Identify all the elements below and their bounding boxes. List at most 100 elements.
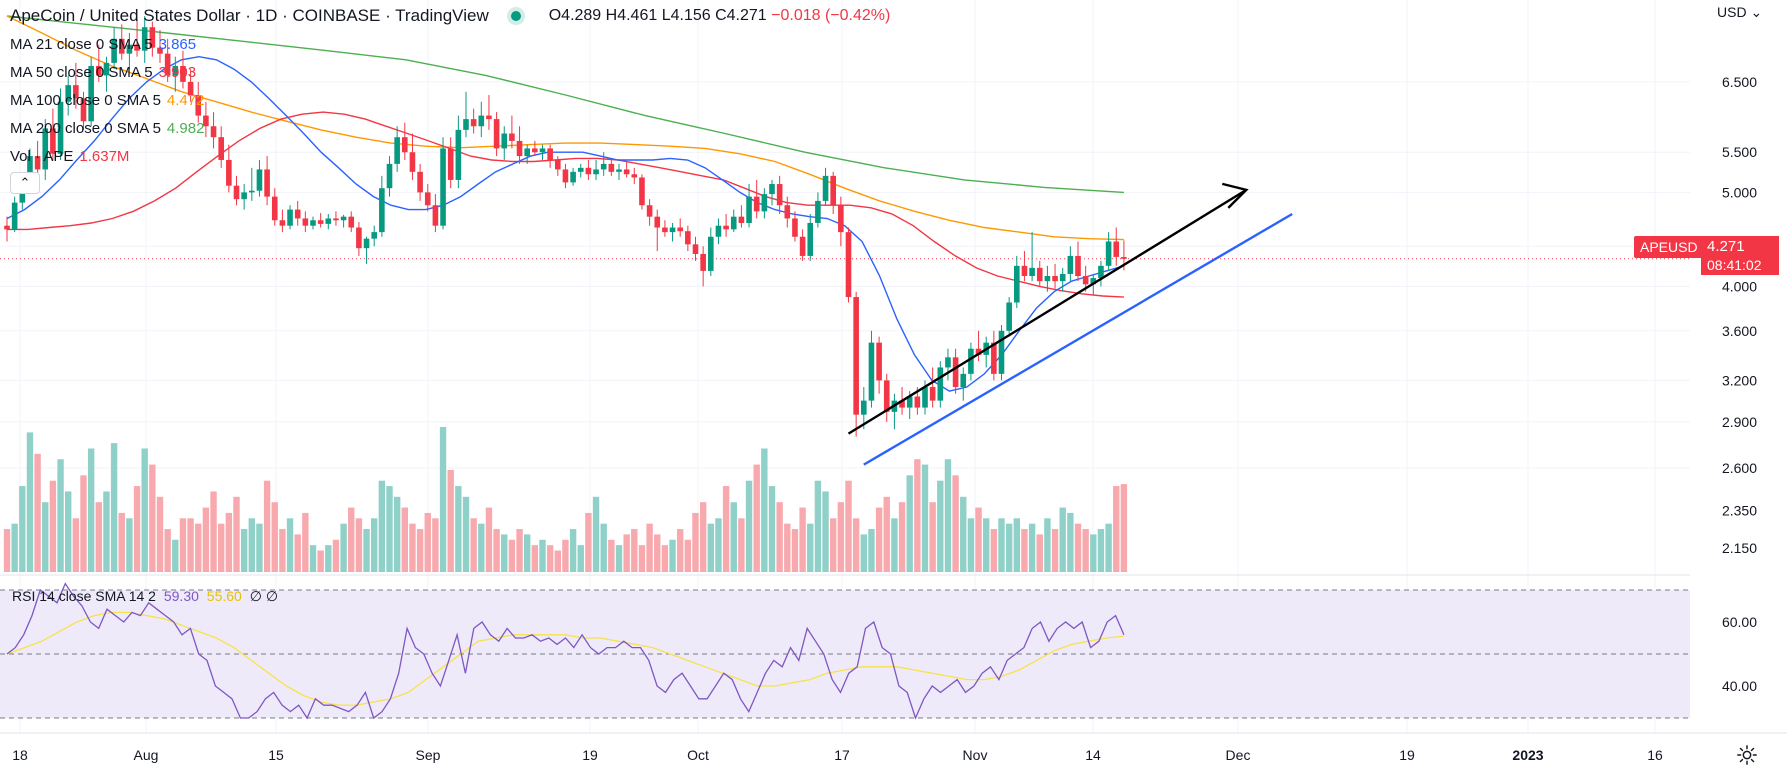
candle-body bbox=[386, 163, 393, 189]
rsi-pane bbox=[0, 574, 1690, 720]
volume-bar bbox=[585, 512, 592, 572]
ticker-tag: APEUSD bbox=[1634, 236, 1704, 258]
volume-bar bbox=[592, 496, 600, 572]
candle-body bbox=[88, 65, 94, 122]
bar-countdown: 08:41:02 bbox=[1701, 255, 1779, 275]
candle-body bbox=[753, 196, 760, 212]
ma50-line bbox=[7, 111, 1124, 298]
price-tick-label: 2.150 bbox=[1722, 540, 1757, 556]
candle-body bbox=[249, 190, 255, 193]
volume-bar bbox=[845, 480, 852, 572]
volume-bar bbox=[891, 518, 898, 572]
candlesticks bbox=[4, 16, 1127, 437]
rsi-legend[interactable]: RSI 14 close SMA 14 2 59.30 55.60 ∅ ∅ bbox=[12, 588, 278, 605]
rsi-extra: ∅ ∅ bbox=[249, 588, 279, 604]
candle-body bbox=[1036, 267, 1043, 282]
price-tick-label: 3.600 bbox=[1722, 323, 1757, 339]
indicator-ma50[interactable]: MA 50 close 0 SMA 5 3.903 bbox=[10, 64, 890, 82]
last-price-label: 4.271 bbox=[1701, 236, 1779, 257]
volume-bar bbox=[401, 507, 408, 572]
candle-body bbox=[218, 137, 224, 160]
volume-bar bbox=[875, 507, 883, 572]
currency-label: USD bbox=[1717, 4, 1747, 20]
volume-bar bbox=[753, 464, 760, 572]
candle-body bbox=[42, 128, 49, 170]
collapse-legend-button[interactable]: ⌃ bbox=[10, 172, 40, 194]
volume-bar bbox=[3, 529, 11, 572]
candle-body bbox=[1075, 255, 1081, 276]
currency-selector[interactable]: USD ⌄ bbox=[1717, 4, 1762, 21]
candle-body bbox=[562, 169, 569, 183]
volume-bar bbox=[455, 486, 462, 572]
volume-bar bbox=[1113, 486, 1120, 572]
candle-body bbox=[746, 196, 752, 223]
volume-bar bbox=[164, 529, 171, 572]
candle-body bbox=[333, 218, 339, 221]
volume-bar bbox=[944, 459, 952, 572]
candle-body bbox=[486, 115, 492, 120]
candle-body bbox=[302, 218, 309, 226]
symbol-title[interactable]: ApeCoin / United States Dollar · 1D · CO… bbox=[10, 6, 489, 25]
candle-body bbox=[868, 342, 875, 401]
volume-bar bbox=[554, 550, 561, 572]
candle-body bbox=[233, 185, 240, 200]
volume-bar bbox=[325, 545, 332, 572]
candle-body bbox=[509, 133, 515, 141]
indicator-label: Vol · APE bbox=[10, 148, 74, 165]
price-tick-label: 2.350 bbox=[1722, 502, 1757, 518]
volume-bar bbox=[202, 507, 210, 572]
candle-body bbox=[264, 169, 270, 197]
candle-body bbox=[118, 38, 125, 54]
candle-body bbox=[19, 188, 26, 203]
trendlines[interactable] bbox=[847, 182, 1293, 466]
volume-bars bbox=[3, 427, 1128, 572]
candle-body bbox=[799, 236, 806, 256]
volume-bar bbox=[516, 529, 523, 572]
volume-bar bbox=[1059, 507, 1066, 572]
indicator-ma100[interactable]: MA 100 close 0 SMA 5 4.472 bbox=[10, 92, 890, 110]
volume-bar bbox=[615, 545, 623, 572]
volume-bar bbox=[1090, 534, 1097, 572]
volume-bar bbox=[26, 432, 34, 572]
volume-bar bbox=[960, 496, 967, 572]
rsi-value: 59.30 bbox=[163, 588, 199, 604]
time-tick-label: 15 bbox=[268, 747, 284, 763]
symbol-header[interactable]: ApeCoin / United States Dollar · 1D · CO… bbox=[10, 6, 890, 26]
volume-bar bbox=[409, 523, 416, 572]
volume-bar bbox=[1074, 523, 1082, 572]
volume-bar bbox=[447, 469, 454, 572]
candle-body bbox=[1082, 275, 1089, 285]
volume-bar bbox=[210, 491, 217, 572]
indicator-ma21[interactable]: MA 21 close 0 SMA 5 3.865 bbox=[10, 36, 890, 54]
volume-bar bbox=[225, 512, 233, 572]
candle-body bbox=[1121, 257, 1127, 259]
support-trendline bbox=[863, 212, 1293, 466]
indicator-ma200[interactable]: MA 200 close 0 SMA 5 4.982 bbox=[10, 120, 890, 138]
gear-icon[interactable] bbox=[1736, 744, 1758, 766]
candle-body bbox=[1098, 265, 1104, 279]
volume-bar bbox=[309, 545, 317, 572]
volume-bar bbox=[378, 480, 386, 572]
volume-bar bbox=[715, 518, 722, 572]
volume-bar bbox=[852, 518, 860, 572]
candle-body bbox=[838, 205, 844, 233]
volume-bar bbox=[256, 523, 263, 572]
volume-bar bbox=[149, 464, 156, 572]
volume-bar bbox=[577, 545, 584, 572]
volume-bar bbox=[661, 545, 669, 572]
candle-body bbox=[356, 227, 362, 249]
candle-body bbox=[600, 163, 607, 170]
volume-bar bbox=[424, 512, 431, 572]
time-tick-label: 14 bbox=[1085, 747, 1101, 763]
volume-bar bbox=[937, 480, 944, 572]
candle-body bbox=[271, 196, 278, 221]
time-tick-label: 16 bbox=[1647, 747, 1663, 763]
candle-body bbox=[822, 175, 829, 201]
candle-body bbox=[646, 205, 653, 217]
indicator-volume[interactable]: Vol · APE 1.637M bbox=[10, 148, 890, 166]
price-tick-label: 2.900 bbox=[1722, 414, 1757, 430]
candle-body bbox=[447, 148, 454, 180]
candle-body bbox=[126, 44, 133, 54]
candle-body bbox=[371, 232, 377, 239]
